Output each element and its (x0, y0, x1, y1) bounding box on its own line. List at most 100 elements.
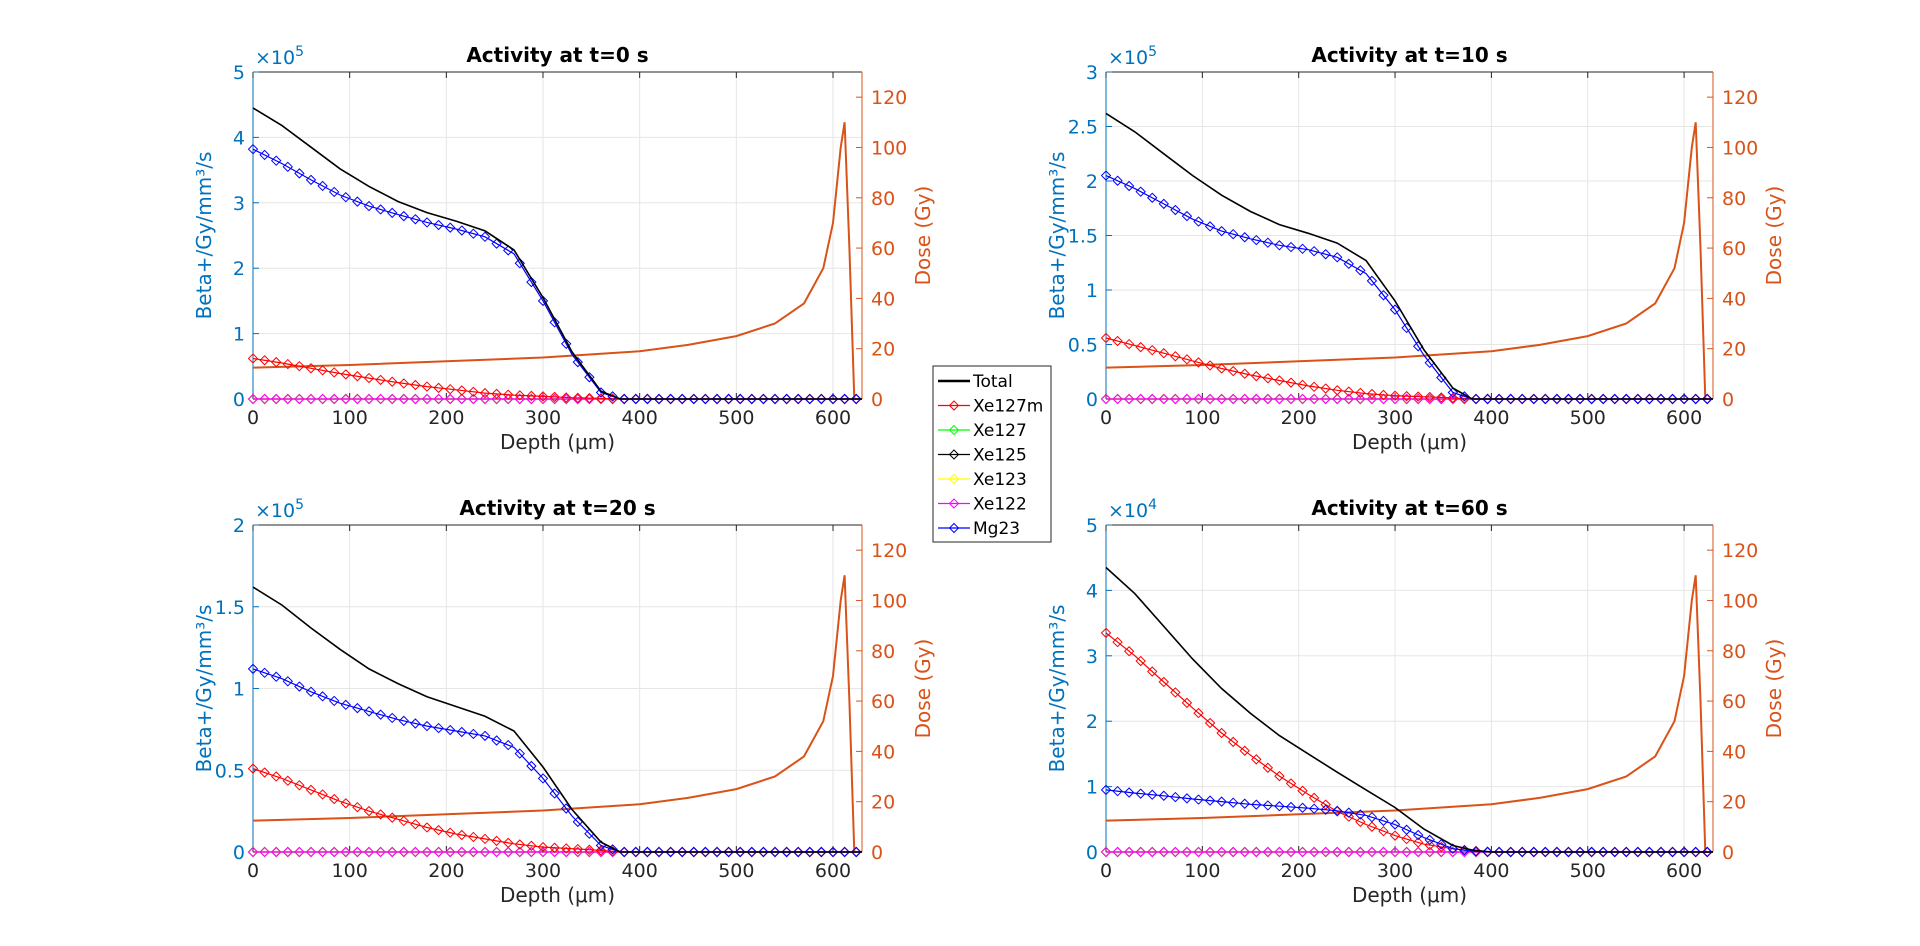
marker-xe127m (560, 843, 572, 854)
marker-mg23 (410, 718, 421, 729)
marker-xe122 (386, 393, 398, 405)
marker-mg23 (665, 393, 676, 405)
marker-xe127m (375, 809, 386, 820)
marker-mg23 (1609, 846, 1620, 858)
marker-xe122 (1216, 393, 1227, 405)
chart-title: Activity at t=20 s (459, 496, 655, 520)
y-right-tick-label: 0 (1722, 389, 1734, 411)
legend-label: Xe123 (973, 470, 1027, 490)
legend-label: Mg23 (973, 519, 1020, 539)
marker-xe122 (375, 393, 386, 405)
multiplier-base: ×10 (1108, 47, 1148, 69)
marker-mg23 (247, 143, 259, 155)
y-left-tick-label: 5 (1086, 515, 1098, 537)
marker-xe122 (491, 393, 502, 405)
marker-xe127m (259, 355, 270, 366)
chart-title: Activity at t=60 s (1311, 496, 1507, 520)
marker-mg23 (1609, 393, 1620, 405)
marker-xe127m (363, 372, 375, 384)
marker-xe127m (1308, 792, 1320, 804)
marker-mg23 (1505, 393, 1516, 405)
marker-mg23 (1702, 846, 1713, 858)
y-left-tick-label: 5 (233, 62, 245, 84)
y-right-tick-label: 40 (871, 741, 895, 763)
marker-mg23 (816, 393, 827, 405)
marker-xe122 (1412, 846, 1424, 858)
multiplier-exponent: 5 (295, 44, 304, 60)
marker-xe127m (1135, 655, 1146, 667)
marker-mg23 (1378, 290, 1389, 301)
marker-xe127m (1158, 348, 1170, 359)
legend-item: Xe123 (938, 470, 1027, 490)
marker-xe127m (340, 798, 352, 809)
marker-mg23 (421, 720, 433, 732)
marker-xe127m (421, 822, 433, 833)
marker-mg23 (665, 846, 676, 858)
marker-xe122 (1147, 846, 1158, 858)
y-left-tick-label: 1 (1086, 777, 1098, 799)
marker-mg23 (1193, 216, 1204, 227)
marker-xe122 (1193, 846, 1204, 858)
marker-xe122 (1389, 846, 1401, 858)
marker-xe122 (1123, 393, 1135, 405)
y-left-tick-label: 1 (1086, 280, 1098, 302)
marker-mg23 (1563, 846, 1574, 858)
marker-xe122 (1251, 846, 1262, 858)
x-tick-label: 500 (718, 407, 754, 429)
marker-mg23 (1158, 790, 1170, 801)
marker-xe127m (1227, 736, 1239, 748)
y-axis-label-right: Dose (Gy) (1762, 639, 1786, 739)
marker-xe122 (328, 393, 340, 405)
marker-xe127m (386, 376, 398, 387)
x-tick-label: 100 (332, 860, 368, 882)
marker-xe122 (328, 846, 340, 858)
marker-mg23 (1366, 275, 1378, 287)
marker-xe122 (537, 846, 549, 858)
marker-mg23 (1366, 812, 1378, 823)
multiplier-base: ×10 (255, 47, 295, 69)
marker-xe127m (1366, 388, 1378, 400)
marker-xe122 (1285, 393, 1297, 405)
x-tick-label: 300 (1377, 407, 1413, 429)
marker-xe122 (1204, 393, 1216, 405)
marker-xe122 (1274, 393, 1285, 405)
marker-mg23 (1147, 789, 1158, 800)
marker-mg23 (758, 846, 769, 858)
marker-xe127m (1343, 811, 1355, 822)
marker-xe122 (1100, 846, 1112, 858)
legend: Total Xe127m Xe127 Xe125 Xe123 Xe122 Mg23 (932, 365, 1052, 543)
marker-mg23 (1702, 393, 1713, 405)
legend-marker-diamond (948, 400, 960, 411)
axis-multiplier: ×104 (1108, 497, 1157, 522)
axis-multiplier: ×105 (255, 497, 304, 522)
marker-xe127m (410, 379, 421, 391)
marker-mg23 (1239, 798, 1250, 809)
x-tick-label: 0 (247, 407, 259, 429)
marker-mg23 (1667, 846, 1678, 858)
marker-xe127m (398, 378, 410, 389)
multiplier-exponent: 5 (295, 497, 304, 513)
marker-xe127m (1378, 389, 1389, 401)
marker-mg23 (340, 191, 352, 203)
legend-item: Xe127 (938, 421, 1027, 441)
marker-xe127m (479, 833, 491, 845)
y-left-tick-label: 1 (233, 679, 245, 701)
marker-mg23 (1447, 843, 1459, 854)
marker-xe122 (247, 846, 259, 858)
marker-mg23 (1274, 240, 1285, 251)
y-left-tick-label: 2 (233, 515, 245, 537)
marker-xe122 (1343, 393, 1355, 405)
y-left-tick-label: 0 (233, 842, 245, 864)
marker-mg23 (1216, 796, 1227, 807)
marker-mg23 (711, 846, 723, 858)
marker-mg23 (1574, 393, 1586, 405)
marker-xe122 (259, 393, 270, 405)
marker-xe122 (433, 393, 444, 405)
marker-mg23 (1459, 391, 1470, 402)
marker-xe122 (317, 393, 328, 405)
marker-xe127m (1436, 392, 1447, 403)
dose-line (252, 122, 856, 400)
marker-xe122 (1193, 393, 1204, 405)
marker-xe122 (468, 393, 479, 405)
